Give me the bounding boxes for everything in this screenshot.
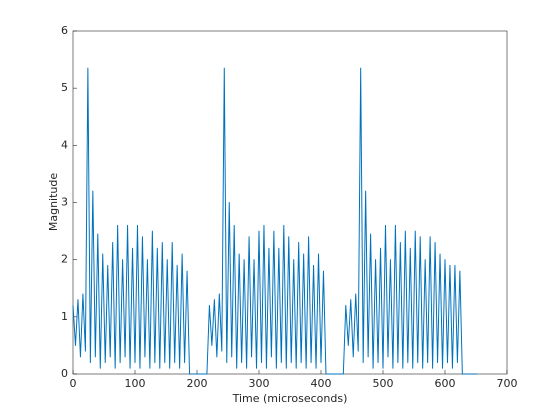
y-axis-label: Magnitude: [47, 173, 60, 232]
y-tick-label: 4: [61, 138, 68, 151]
y-tick-label: 1: [61, 310, 68, 323]
x-tick-label: 100: [125, 377, 146, 390]
x-tick-label: 300: [249, 377, 270, 390]
x-tick-label: 400: [311, 377, 332, 390]
y-tick-label: 5: [61, 81, 68, 94]
x-axis-label: Time (microseconds): [232, 392, 348, 405]
y-tick-label: 6: [61, 24, 68, 37]
x-tick-label: 200: [187, 377, 208, 390]
y-tick-label: 3: [61, 196, 68, 209]
signal-line: [72, 67, 478, 375]
x-tick-label: 700: [497, 377, 518, 390]
x-tick-label: 600: [435, 377, 456, 390]
y-tick-label: 2: [61, 253, 68, 266]
x-tick-label: 0: [70, 377, 77, 390]
x-tick-label: 500: [373, 377, 394, 390]
y-tick-label: 0: [61, 367, 68, 380]
